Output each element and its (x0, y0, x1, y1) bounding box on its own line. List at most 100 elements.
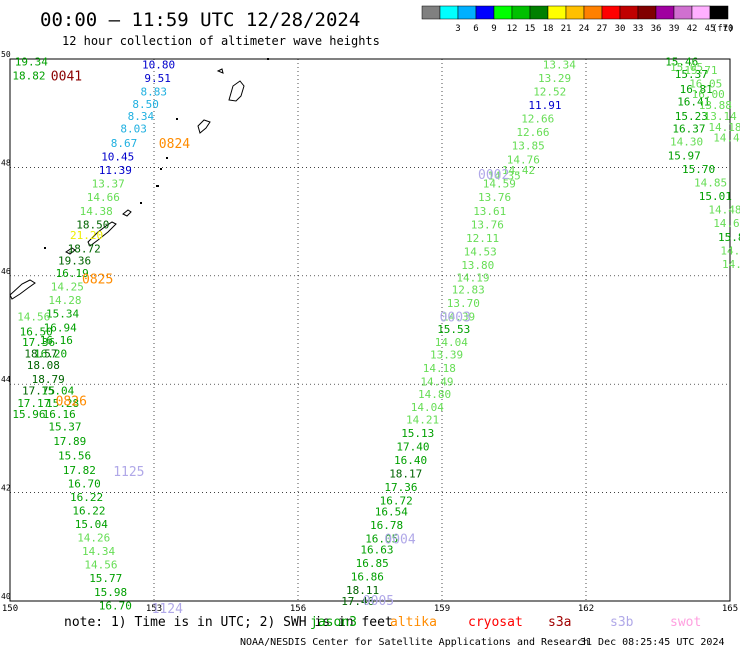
wave-height-label: 13.76 (478, 191, 511, 204)
wave-height-label: 17.82 (63, 464, 96, 477)
colorbar-swatch (619, 5, 639, 20)
wave-height-label: 15.04 (41, 385, 74, 398)
wave-height-label: 14.34 (82, 545, 115, 558)
wave-height-label: 13.39 (430, 348, 463, 361)
wave-height-label: 11.91 (528, 99, 561, 112)
wave-height-label: 16.81 (680, 83, 713, 96)
longitude-tick-label: 156 (290, 604, 306, 614)
wave-height-label: 15.28 (46, 397, 79, 410)
wave-height-label: 15.04 (75, 518, 108, 531)
longitude-tick-label: 159 (434, 604, 450, 614)
longitude-tick-label: 165 (722, 604, 738, 614)
wave-height-label: 15.98 (94, 586, 127, 599)
wave-height-label: 15.46 (665, 56, 698, 69)
wave-height-label: 14.21 (406, 413, 439, 426)
wave-height-label: 18.79 (32, 373, 65, 386)
colorbar-tick-label: 15 (525, 24, 536, 34)
wave-height-label: 16.00 (692, 88, 725, 101)
wave-height-label: 16.50 (20, 326, 53, 339)
wave-height-colorbar: 3 6 9 12 15 18 21 24 27 30 33 36 39 42 45 70 (421, 5, 734, 34)
islet (156, 185, 159, 187)
colorbar-swatch (439, 5, 459, 20)
wave-height-label: 17.17 (17, 397, 50, 410)
small-islets (44, 58, 269, 249)
footer-note: note: 1) Time is in UTC; 2) SWH is in fe… (64, 615, 393, 630)
colorbar-tick-label: 24 (579, 24, 590, 34)
latitude-tick-label: 42 (1, 484, 11, 493)
colorbar-tick-label: 33 (633, 24, 644, 34)
colorbar-swatch (691, 5, 711, 20)
wave-height-label: 15.13 (401, 427, 434, 440)
island-kunashir (65, 247, 76, 255)
wave-height-label: 13.76 (471, 218, 504, 231)
wave-height-label: 14.04 (411, 401, 444, 414)
wave-height-label: 15.56 (58, 450, 91, 463)
colorbar-swatch (511, 5, 531, 20)
colorbar-swatch (601, 5, 621, 20)
track-164E: 15.4615.0515.3715.7116.0516.8116.0016.41… (665, 56, 740, 271)
wave-height-label: 16.19 (56, 267, 89, 280)
wave-height-label: 15.01 (699, 190, 732, 203)
pass-time-label: 0002 (478, 168, 509, 183)
wave-height-label: 17.36 (22, 336, 55, 349)
wave-height-label: 10.80 (142, 58, 175, 71)
wave-height-label: 16.70 (68, 477, 101, 490)
colorbar-swatch (637, 5, 657, 20)
wave-height-label: 10.45 (101, 151, 134, 164)
wave-height-label: 15.53 (437, 323, 470, 336)
wave-height-label: 14.85 (694, 177, 727, 190)
wave-height-label: 13.70 (447, 297, 480, 310)
wave-height-label: 15.71 (684, 64, 717, 77)
colorbar-tick-label: 70 (723, 24, 734, 34)
wave-height-label: 12.66 (521, 113, 554, 126)
wave-height-label: 18.72 (68, 243, 101, 256)
colorbar-swatch (493, 5, 513, 20)
wave-height-label: 18.08 (27, 359, 60, 372)
wave-height-label: 14.15 (722, 258, 740, 271)
hokkaido-coast (9, 279, 36, 300)
longitude-tick-label: 150 (2, 604, 18, 614)
pass-time-label: 0005 (363, 594, 394, 609)
wave-height-label: 8.34 (128, 110, 155, 123)
wave-height-label: 16.78 (370, 519, 403, 532)
wave-height-label: 14.42 (713, 132, 740, 145)
colorbar-tick-label: 45 (705, 24, 716, 34)
wave-height-label: 19.36 (58, 255, 91, 268)
island-iturup (87, 221, 117, 247)
wave-height-label: 8.03 (120, 122, 146, 135)
colorbar-tick-label: 12 (507, 24, 518, 34)
wave-height-label: 16.05 (365, 533, 398, 546)
colorbar-swatch (529, 5, 549, 20)
wave-height-label: 17.89 (53, 435, 86, 448)
track-150E-west: 19.3418.8210.809.518.838.508.348.038.671… (12, 56, 175, 613)
wave-height-label: 16.86 (351, 571, 384, 584)
satellite-legend-item: s3a (548, 615, 571, 630)
axis-tick-labels: 150 153 156 159 162 165 50 48 46 44 42 40 (1, 50, 738, 614)
wave-height-label: 18.17 (389, 468, 422, 481)
latitude-tick-label: 48 (1, 158, 11, 167)
wave-height-label: 16.94 (44, 321, 77, 334)
islet (176, 118, 178, 120)
wave-height-label: 15.77 (89, 572, 122, 585)
wave-height-label: 12.83 (452, 283, 485, 296)
islet (267, 58, 269, 60)
colorbar-swatch (673, 5, 693, 20)
islet (44, 247, 46, 249)
wave-height-label: 18.57 (24, 347, 57, 360)
wave-height-label: 11.39 (99, 164, 132, 177)
wave-height-label: 14.38 (80, 205, 113, 218)
wave-height-label: 16.72 (380, 495, 413, 508)
wave-height-label: 12.52 (533, 86, 566, 99)
pass-time-label: 1125 (113, 465, 144, 480)
wave-height-label: 15.23 (675, 110, 708, 123)
colorbar-tick-label: 39 (669, 24, 680, 34)
wave-height-label: 16.22 (70, 491, 103, 504)
wave-height-label: 8.50 (132, 98, 159, 111)
wave-height-label: 15.05 (670, 61, 703, 74)
wave-height-label: 19.34 (15, 56, 48, 69)
colorbar-tick-label: 21 (561, 24, 572, 34)
colorbar-tick-label: 6 (473, 24, 478, 34)
wave-height-label: 16.37 (672, 122, 705, 135)
